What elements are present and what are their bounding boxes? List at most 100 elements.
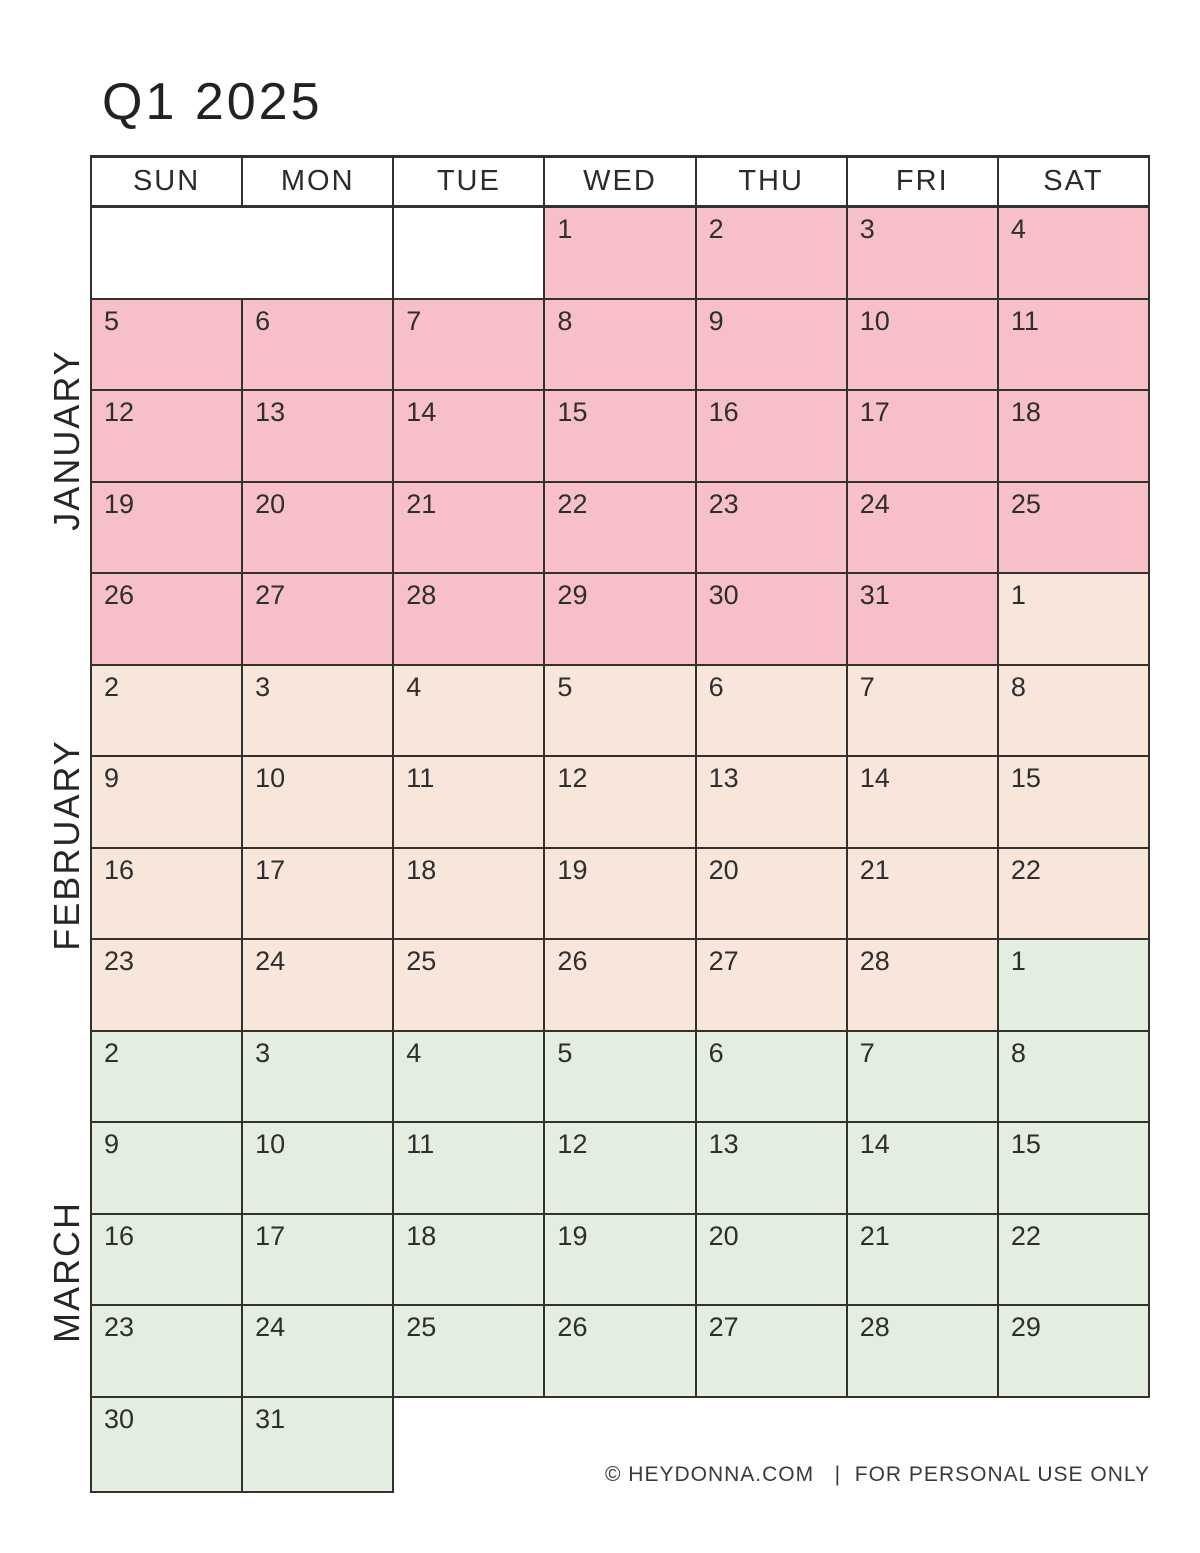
day-cell-january-17: 17 xyxy=(847,391,999,483)
day-number: 7 xyxy=(859,1037,875,1068)
day-cell-january-15: 15 xyxy=(545,391,697,483)
day-cell-march-30: 30 xyxy=(92,1397,244,1493)
day-cell-february-11: 11 xyxy=(394,757,546,849)
day-number: 31 xyxy=(255,1403,286,1434)
day-number: 18 xyxy=(406,1220,437,1251)
day-cell-january-3: 3 xyxy=(847,208,999,300)
day-number: 18 xyxy=(406,854,437,885)
day-number: 3 xyxy=(255,1037,271,1068)
day-cell-january-25: 25 xyxy=(998,482,1150,574)
day-cell-january-14: 14 xyxy=(394,391,546,483)
day-cell-january-28: 28 xyxy=(394,574,546,666)
month-label-january: JANUARY xyxy=(46,349,87,531)
day-number: 7 xyxy=(859,671,875,702)
day-cell-march-29: 29 xyxy=(998,1306,1150,1398)
day-number: 30 xyxy=(708,580,739,610)
day-number: 28 xyxy=(406,580,437,610)
day-number: 22 xyxy=(1010,854,1041,885)
day-cell-february-25: 25 xyxy=(394,940,546,1032)
day-number: 13 xyxy=(255,397,286,427)
day-cell-february-17: 17 xyxy=(243,848,395,940)
day-number: 25 xyxy=(1010,488,1041,519)
day-number: 22 xyxy=(557,488,588,519)
day-cell-march-15: 15 xyxy=(998,1123,1150,1215)
day-cell-january-27: 27 xyxy=(243,574,395,666)
day-number: 29 xyxy=(1010,1312,1041,1342)
day-cell-february-24: 24 xyxy=(243,940,395,1032)
day-cell-march-12: 12 xyxy=(545,1123,697,1215)
weekday-header-fri: FRI xyxy=(847,158,999,208)
day-number: 4 xyxy=(406,671,422,702)
day-cell-march-19: 19 xyxy=(545,1214,697,1306)
weekday-header-wed: WED xyxy=(545,158,697,208)
day-number: 19 xyxy=(104,488,135,519)
day-number: 27 xyxy=(255,580,286,610)
day-number: 13 xyxy=(708,763,739,793)
day-cell-march-11: 11 xyxy=(394,1123,546,1215)
day-cell-january-16: 16 xyxy=(696,391,848,483)
absent-cell xyxy=(847,1397,999,1493)
day-cell-march-23: 23 xyxy=(92,1306,244,1398)
day-cell-march-22: 22 xyxy=(998,1214,1150,1306)
day-number: 12 xyxy=(104,397,135,427)
day-cell-february-18: 18 xyxy=(394,848,546,940)
absent-cell xyxy=(696,1397,848,1493)
day-number: 5 xyxy=(104,305,120,336)
day-cell-january-11: 11 xyxy=(998,299,1150,391)
day-number: 10 xyxy=(255,763,286,793)
day-cell-january-6: 6 xyxy=(243,299,395,391)
day-number: 16 xyxy=(104,1220,135,1251)
day-cell-march-1: 1 xyxy=(998,940,1150,1032)
day-number: 3 xyxy=(859,214,875,244)
day-cell-march-6: 6 xyxy=(696,1031,848,1123)
day-cell-march-4: 4 xyxy=(394,1031,546,1123)
day-cell-march-3: 3 xyxy=(243,1031,395,1123)
day-number: 28 xyxy=(859,1312,890,1342)
day-cell-january-9: 9 xyxy=(696,299,848,391)
day-cell-march-2: 2 xyxy=(92,1031,244,1123)
day-cell-march-10: 10 xyxy=(243,1123,395,1215)
day-cell-march-7: 7 xyxy=(847,1031,999,1123)
day-cell-february-26: 26 xyxy=(545,940,697,1032)
day-cell-february-7: 7 xyxy=(847,665,999,757)
day-number: 2 xyxy=(708,214,724,244)
day-number: 12 xyxy=(557,1129,588,1159)
day-cell-march-27: 27 xyxy=(696,1306,848,1398)
day-cell-february-15: 15 xyxy=(998,757,1150,849)
day-number: 20 xyxy=(255,488,286,519)
weekday-header-thu: THU xyxy=(696,158,848,208)
day-number: 24 xyxy=(255,946,286,976)
day-cell-january-30: 30 xyxy=(696,574,848,666)
day-cell-february-1: 1 xyxy=(998,574,1150,666)
day-number: 2 xyxy=(104,1037,120,1068)
absent-cell xyxy=(394,1397,546,1493)
empty-cell xyxy=(394,208,546,300)
day-number: 9 xyxy=(708,305,724,336)
day-cell-february-21: 21 xyxy=(847,848,999,940)
day-number: 2 xyxy=(104,671,120,702)
day-number: 17 xyxy=(255,854,286,885)
day-cell-march-16: 16 xyxy=(92,1214,244,1306)
day-cell-january-7: 7 xyxy=(394,299,546,391)
day-cell-february-9: 9 xyxy=(92,757,244,849)
day-cell-february-27: 27 xyxy=(696,940,848,1032)
day-cell-march-5: 5 xyxy=(545,1031,697,1123)
day-cell-february-14: 14 xyxy=(847,757,999,849)
day-number: 1 xyxy=(1010,946,1026,976)
day-cell-february-20: 20 xyxy=(696,848,848,940)
day-number: 23 xyxy=(104,946,135,976)
day-cell-january-2: 2 xyxy=(696,208,848,300)
day-number: 3 xyxy=(255,671,271,702)
day-number: 1 xyxy=(1010,580,1026,610)
day-number: 12 xyxy=(557,763,588,793)
day-cell-january-31: 31 xyxy=(847,574,999,666)
day-number: 9 xyxy=(104,763,120,793)
day-number: 17 xyxy=(859,397,890,427)
day-number: 31 xyxy=(859,580,890,610)
day-number: 10 xyxy=(859,305,890,336)
day-cell-january-21: 21 xyxy=(394,482,546,574)
day-cell-march-13: 13 xyxy=(696,1123,848,1215)
absent-cell xyxy=(998,1397,1150,1493)
day-number: 23 xyxy=(708,488,739,519)
day-number: 23 xyxy=(104,1312,135,1342)
